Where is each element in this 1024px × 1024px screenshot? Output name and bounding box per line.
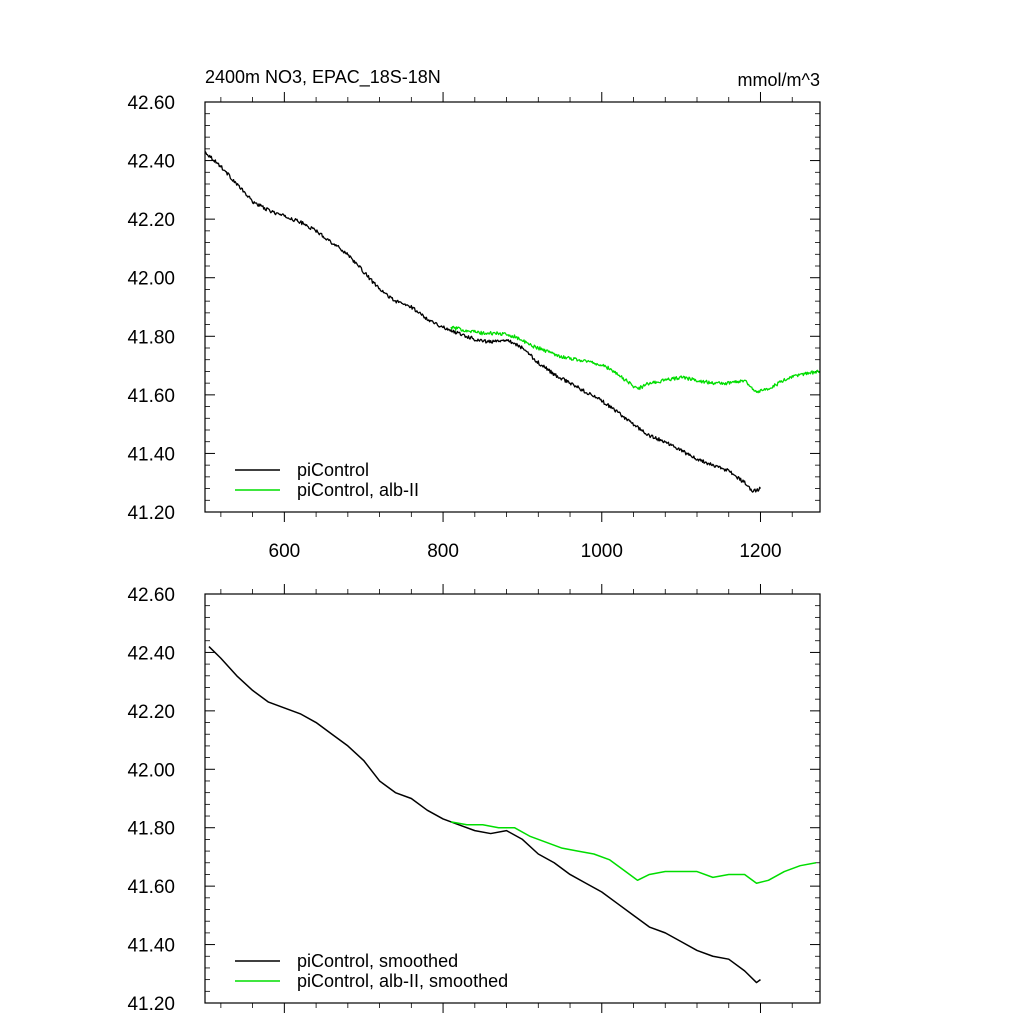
top-ticks bbox=[205, 92, 820, 522]
y-tick-label: 42.40 bbox=[127, 152, 175, 173]
y-tick-label: 42.60 bbox=[127, 93, 175, 114]
chart-title: 2400m NO3, EPAC_18S-18N bbox=[205, 67, 441, 88]
y-tick-label: 41.20 bbox=[127, 994, 175, 1015]
x-tick-label: 1200 bbox=[739, 541, 781, 562]
y-tick-label: 42.40 bbox=[127, 643, 175, 664]
top-panel: 2400m NO3, EPAC_18S-18N mmol/m^3 41.2041… bbox=[127, 67, 821, 562]
bottom-ticks bbox=[205, 584, 820, 1013]
y-tick-label: 41.80 bbox=[127, 819, 175, 840]
series-line-picontrol bbox=[204, 150, 762, 493]
top-series-lines bbox=[204, 150, 821, 493]
x-tick-label: 800 bbox=[427, 541, 459, 562]
legend-label-picontrol: piControl bbox=[297, 460, 369, 480]
bottom-legend: piControl, smoothed piControl, alb-II, s… bbox=[235, 951, 508, 991]
y-tick-label: 41.80 bbox=[127, 327, 175, 348]
series-line-picontrol-alb-ii-smoothed bbox=[450, 821, 817, 884]
y-tick-label: 42.00 bbox=[127, 269, 175, 290]
y-tick-label: 42.20 bbox=[127, 210, 175, 231]
units-label: mmol/m^3 bbox=[738, 70, 820, 90]
top-y-tick-labels: 41.20 41.40 41.60 41.80 42.00 42.20 42.40 42.60 bbox=[127, 93, 175, 524]
series-line-picontrol-alb-ii bbox=[450, 325, 821, 394]
bottom-series-lines bbox=[208, 646, 817, 984]
y-tick-label: 42.20 bbox=[127, 702, 175, 723]
y-tick-label: 42.60 bbox=[127, 585, 175, 606]
y-tick-label: 41.40 bbox=[127, 444, 175, 465]
top-x-tick-labels: 600 800 1000 1200 bbox=[269, 541, 782, 562]
bottom-plot-frame bbox=[204, 593, 821, 1004]
legend-label-picontrol-smoothed: piControl, smoothed bbox=[297, 951, 458, 971]
x-tick-label: 1000 bbox=[581, 541, 623, 562]
y-tick-label: 41.20 bbox=[127, 503, 175, 524]
bottom-y-tick-labels: 41.20 41.40 41.60 41.80 42.00 42.20 42.40 42.60 bbox=[127, 585, 175, 1015]
y-tick-label: 41.60 bbox=[127, 877, 175, 898]
y-tick-label: 42.00 bbox=[127, 760, 175, 781]
legend-label-picontrol-alb-ii-smoothed: piControl, alb-II, smoothed bbox=[297, 971, 508, 991]
legend-label-picontrol-alb-ii: piControl, alb-II bbox=[297, 480, 419, 500]
series-line-picontrol-smoothed bbox=[208, 646, 761, 984]
y-tick-label: 41.60 bbox=[127, 386, 175, 407]
bottom-panel: 41.20 41.40 41.60 41.80 42.00 42.20 42.40 42.60… bbox=[127, 584, 821, 1015]
top-legend: piControl piControl, alb-II bbox=[235, 460, 419, 500]
y-tick-label: 41.40 bbox=[127, 936, 175, 957]
x-tick-label: 600 bbox=[269, 541, 301, 562]
top-plot-frame bbox=[204, 101, 821, 513]
